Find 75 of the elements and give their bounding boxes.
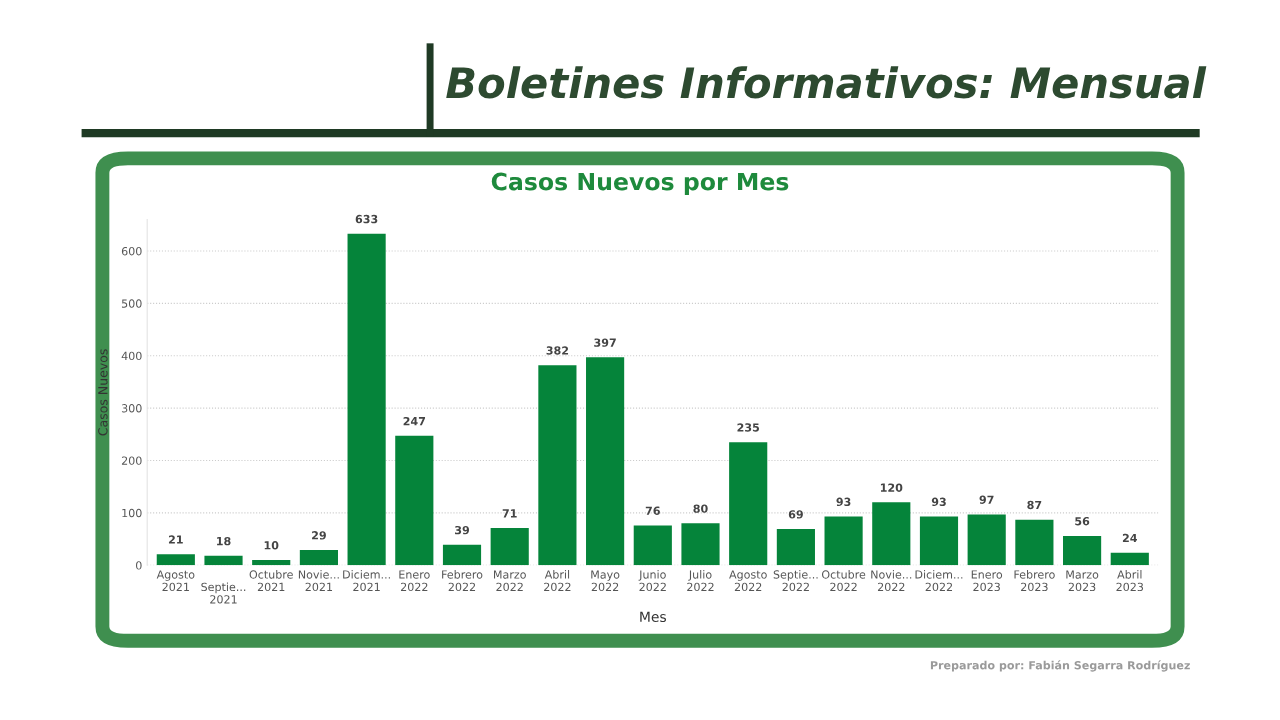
bar bbox=[490, 528, 529, 566]
bar bbox=[1015, 519, 1054, 566]
bar bbox=[395, 435, 434, 566]
data-label: 87 bbox=[1027, 500, 1042, 510]
x-tick-label: Octubre 2021 bbox=[249, 570, 293, 592]
x-tick-label: Novie... 2022 bbox=[871, 570, 912, 592]
data-label: 97 bbox=[979, 495, 994, 504]
bar bbox=[919, 516, 959, 566]
x-tick-label: Enero 2023 bbox=[971, 570, 1003, 592]
y-tick-label: 200 bbox=[121, 456, 142, 465]
x-tick-label: Mayo 2022 bbox=[591, 570, 620, 592]
data-label: 24 bbox=[1122, 533, 1137, 542]
y-tick-label: 0 bbox=[136, 561, 142, 570]
data-label: 69 bbox=[788, 510, 803, 519]
bar bbox=[347, 233, 386, 566]
x-tick-label: Octubre 2022 bbox=[821, 570, 866, 592]
data-label: 56 bbox=[1075, 517, 1090, 526]
bar bbox=[252, 559, 291, 566]
text: Preparado por: Fabián Segarra Rodríguez bbox=[930, 660, 1190, 672]
data-label: 10 bbox=[264, 541, 279, 550]
y-tick-label: 300 bbox=[121, 404, 142, 413]
data-label: 71 bbox=[502, 509, 517, 518]
bar bbox=[156, 554, 195, 566]
x-tick-label: Novie... 2021 bbox=[298, 570, 339, 592]
x-tick-label: Abril 2023 bbox=[1116, 570, 1144, 592]
x-tick-label: Marzo 2022 bbox=[494, 570, 526, 592]
x-tick-label: Febrero 2022 bbox=[442, 570, 483, 592]
x-tick-label: Agosto 2021 bbox=[156, 570, 195, 592]
data-label: 29 bbox=[312, 531, 326, 540]
x-tick-label: Marzo 2023 bbox=[1066, 570, 1099, 592]
bar bbox=[538, 365, 577, 566]
bar bbox=[204, 555, 243, 566]
bar bbox=[824, 516, 863, 566]
y-tick-label: 100 bbox=[122, 508, 142, 518]
y-tick-label: 600 bbox=[121, 246, 142, 256]
bar bbox=[776, 529, 815, 566]
y-tick-label: 500 bbox=[121, 299, 142, 308]
text: Boletines Informativos: Mensual bbox=[446, 66, 1207, 99]
data-label: 397 bbox=[594, 338, 616, 347]
x-tick-label: Julio 2022 bbox=[687, 570, 714, 592]
x-tick-label: Abril 2022 bbox=[544, 570, 571, 592]
data-label: 21 bbox=[168, 535, 183, 544]
data-label: 633 bbox=[355, 214, 378, 224]
x-tick-label: Enero 2022 bbox=[399, 570, 430, 592]
x-tick-label: Diciem... 2022 bbox=[915, 570, 963, 592]
x-tick-label: Junio 2022 bbox=[638, 570, 666, 592]
x-tick-label: Diciem... 2021 bbox=[343, 570, 390, 592]
y-tick-label: 400 bbox=[121, 351, 142, 361]
data-label: 247 bbox=[403, 416, 426, 426]
data-label: 18 bbox=[217, 536, 231, 546]
bar bbox=[442, 544, 482, 566]
data-label: 76 bbox=[645, 506, 660, 515]
bar bbox=[1110, 552, 1149, 566]
bar bbox=[729, 442, 768, 566]
bar bbox=[633, 525, 672, 566]
bar bbox=[299, 550, 338, 566]
y-axis-title: Casos Nuevos bbox=[98, 349, 108, 436]
bar bbox=[681, 523, 720, 566]
x-tick-label: Agosto 2022 bbox=[729, 570, 767, 592]
x-tick-label: Septie... 2022 bbox=[773, 570, 818, 592]
bar bbox=[586, 357, 625, 566]
chart-title: Casos Nuevos por Mes bbox=[491, 172, 789, 196]
x-axis-title: Mes bbox=[640, 611, 666, 623]
data-label: 120 bbox=[880, 483, 903, 492]
bar bbox=[1063, 535, 1102, 566]
x-tick-label: Septie... 2021 bbox=[201, 582, 246, 604]
data-label: 235 bbox=[737, 423, 760, 432]
bar bbox=[872, 502, 911, 566]
data-label: 93 bbox=[931, 497, 946, 507]
data-label: 93 bbox=[836, 497, 851, 507]
data-label: 382 bbox=[546, 346, 569, 355]
data-label: 39 bbox=[455, 525, 470, 535]
x-tick-label: Febrero 2023 bbox=[1014, 570, 1055, 592]
data-label: 80 bbox=[693, 504, 708, 513]
bar bbox=[967, 514, 1006, 566]
